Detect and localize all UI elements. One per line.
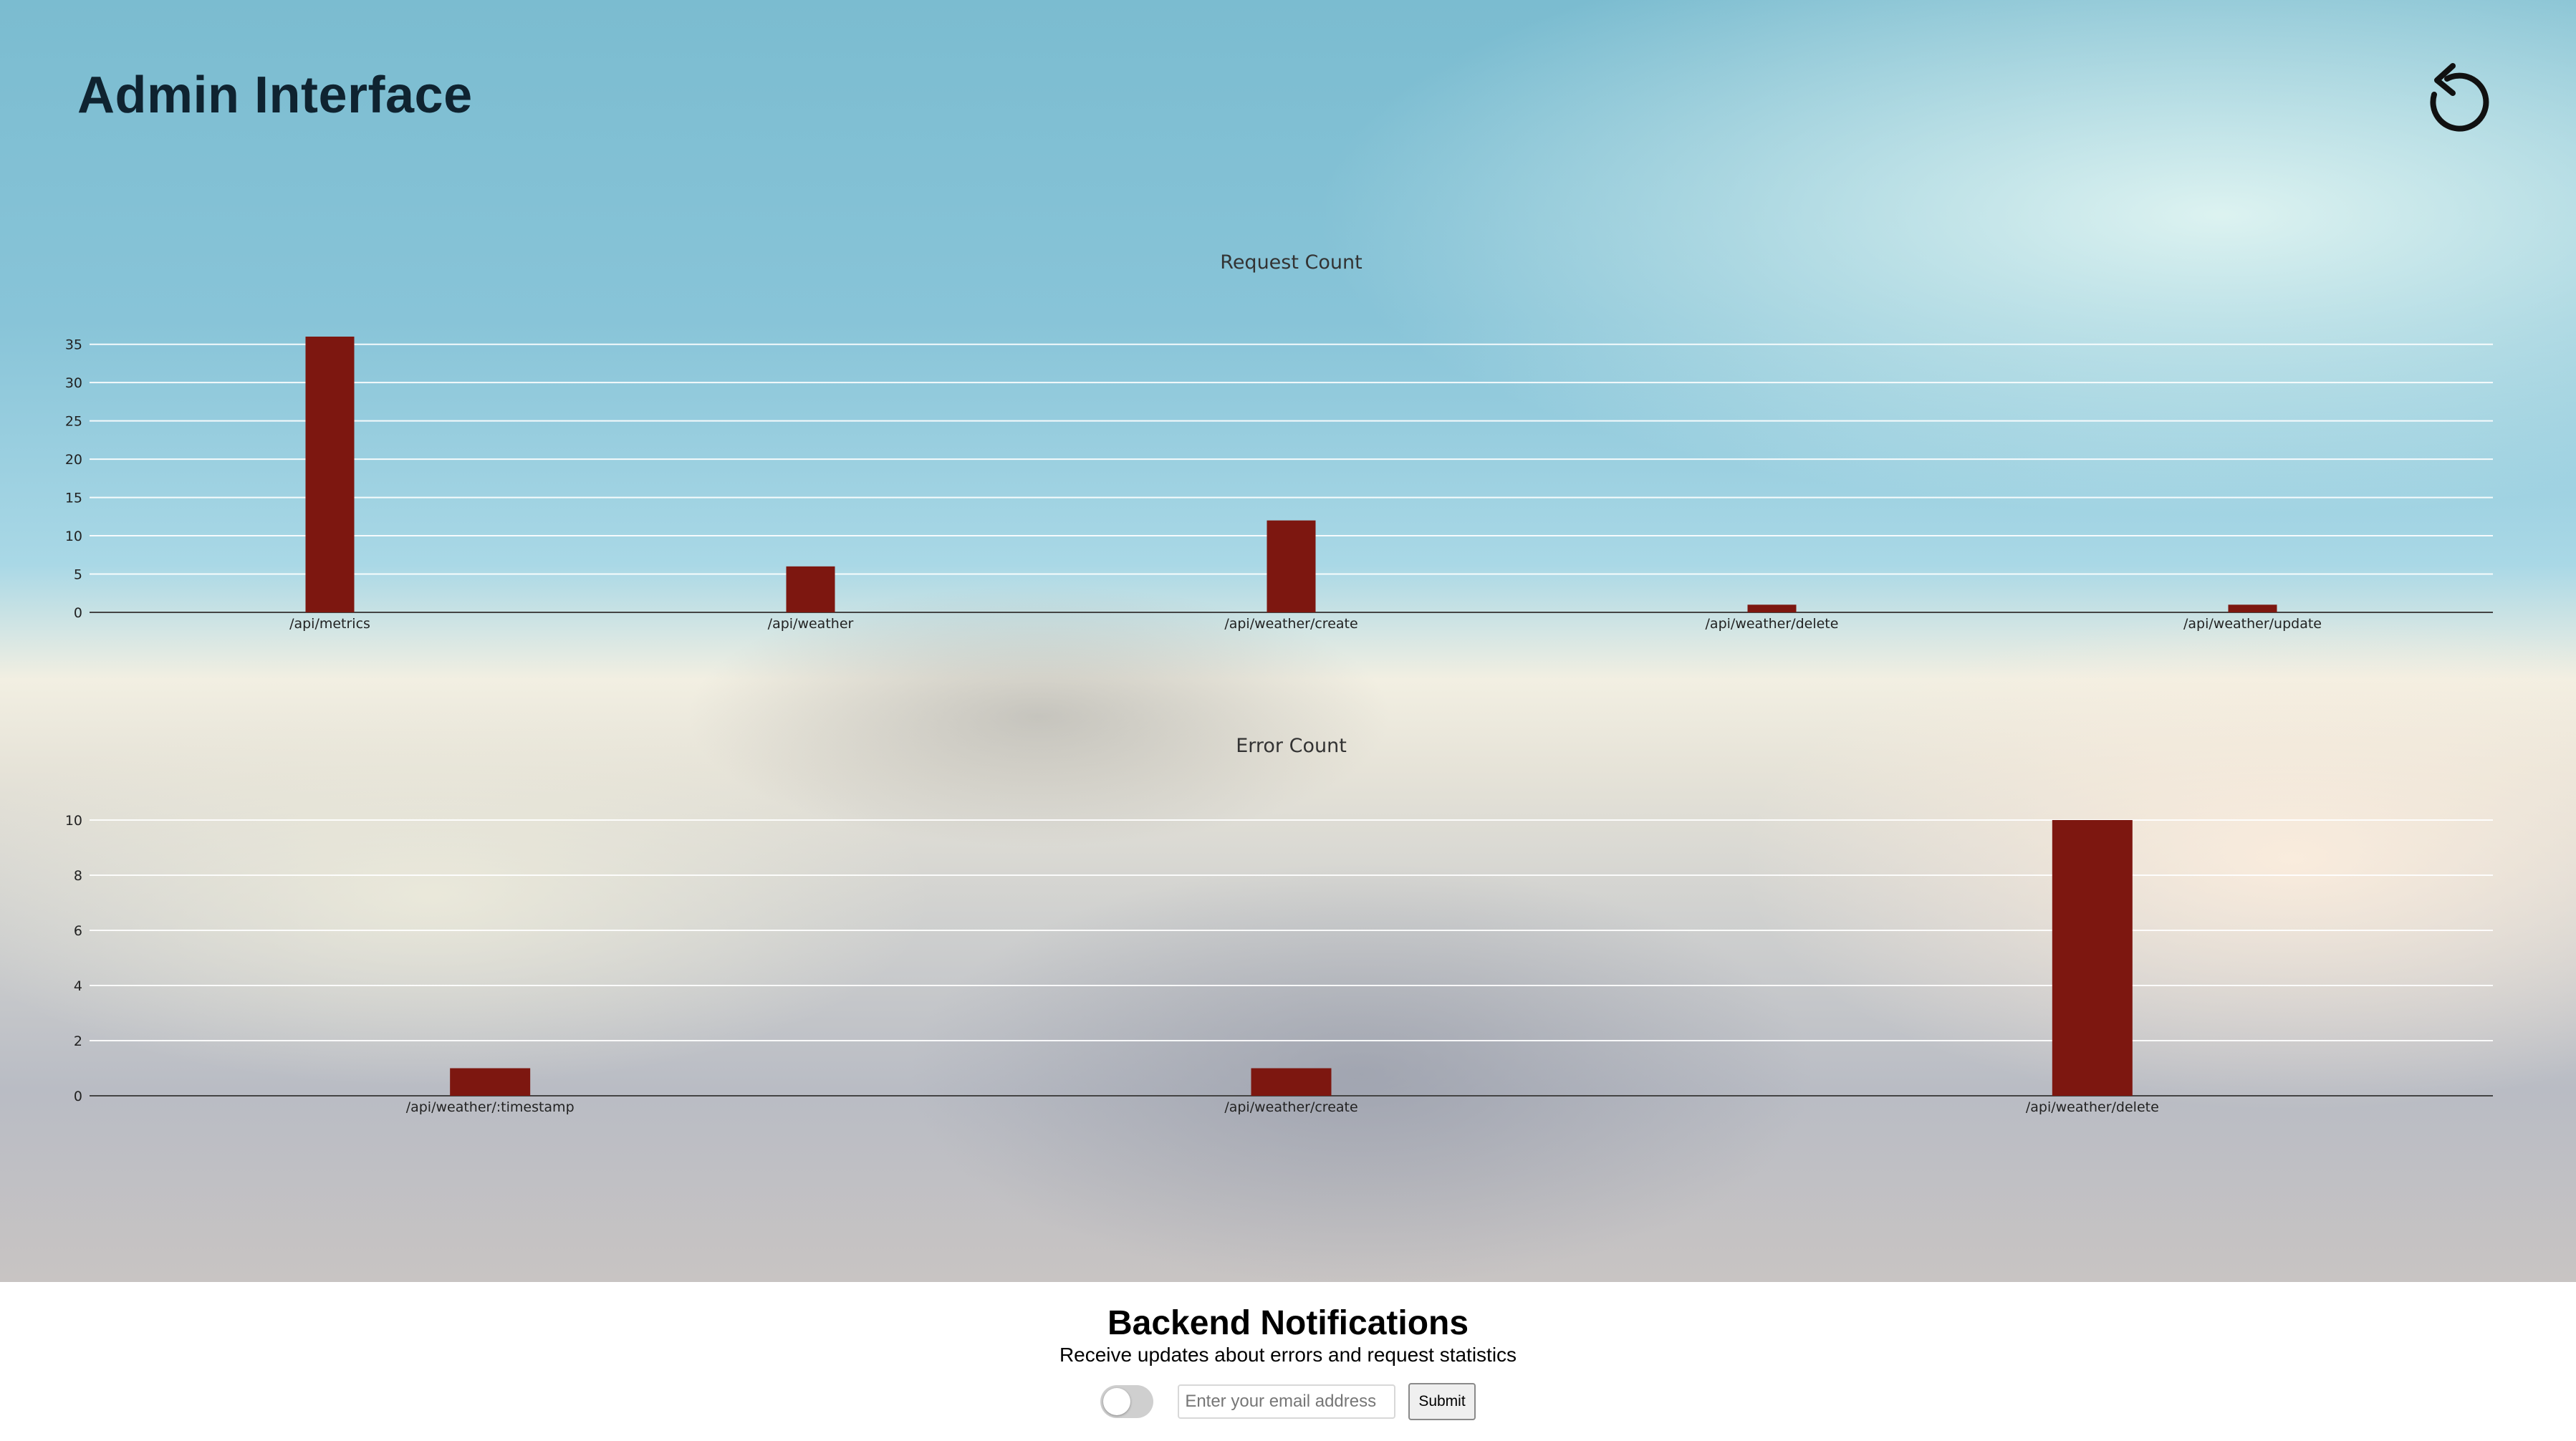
y-tick-label: 5 (74, 567, 82, 583)
x-tick-label: /api/weather/create (1224, 616, 1357, 632)
y-tick-label: 20 (65, 452, 82, 468)
x-tick-label: /api/weather (768, 616, 854, 632)
y-tick-label: 0 (74, 1089, 82, 1104)
y-tick-label: 2 (74, 1033, 82, 1049)
chart-title: Request Count (1220, 251, 1362, 274)
bar (2228, 604, 2277, 612)
bar (786, 566, 835, 612)
bar (1267, 520, 1316, 612)
bar (450, 1068, 531, 1096)
notification-controls: Submit (0, 1383, 2576, 1420)
y-tick-label: 35 (65, 337, 82, 353)
y-tick-label: 8 (74, 868, 82, 884)
bar (1747, 604, 1797, 612)
notifications-panel: Backend Notifications Receive updates ab… (0, 1282, 2576, 1441)
request-count-chart: Request Count 0 5 10 15 20 25 30 35/api/metrics /… (0, 236, 2576, 637)
y-tick-label: 0 (74, 605, 82, 621)
y-tick-label: 10 (65, 529, 82, 544)
notifications-toggle[interactable] (1100, 1385, 1154, 1418)
submit-button[interactable]: Submit (1408, 1383, 1476, 1420)
email-input[interactable] (1178, 1384, 1396, 1419)
refresh-icon[interactable] (2413, 62, 2491, 140)
request-count-svg: Request Count 0 5 10 15 20 25 30 35/api/metrics /… (65, 251, 2493, 632)
bar (305, 337, 355, 612)
chart-title: Error Count (1236, 735, 1347, 757)
y-tick-label: 15 (65, 491, 82, 506)
x-tick-label: /api/weather/create (1224, 1099, 1357, 1115)
error-count-chart: Error Count 0 2 4 6 8 10/api/weather/:timestam… (0, 720, 2576, 1128)
error-count-svg: Error Count 0 2 4 6 8 10/api/weather/:timestam… (65, 735, 2493, 1115)
x-tick-label: /api/weather/:timestamp (406, 1099, 575, 1115)
y-tick-label: 25 (65, 414, 82, 430)
bar (2052, 820, 2133, 1096)
x-tick-label: /api/metrics (289, 616, 370, 632)
x-tick-label: /api/weather/delete (2026, 1099, 2159, 1115)
y-tick-label: 6 (74, 923, 82, 939)
page-title: Admin Interface (77, 67, 473, 124)
x-tick-label: /api/weather/delete (1706, 616, 1839, 632)
notifications-title: Backend Notifications (1107, 1304, 1469, 1342)
x-tick-label: /api/weather/update (2183, 616, 2322, 632)
y-tick-label: 4 (74, 978, 82, 994)
notifications-subtitle: Receive updates about errors and request… (1059, 1344, 1517, 1366)
y-tick-label: 10 (65, 813, 82, 829)
bar (1251, 1068, 1332, 1096)
toggle-knob (1103, 1388, 1131, 1415)
y-tick-label: 30 (65, 375, 82, 391)
